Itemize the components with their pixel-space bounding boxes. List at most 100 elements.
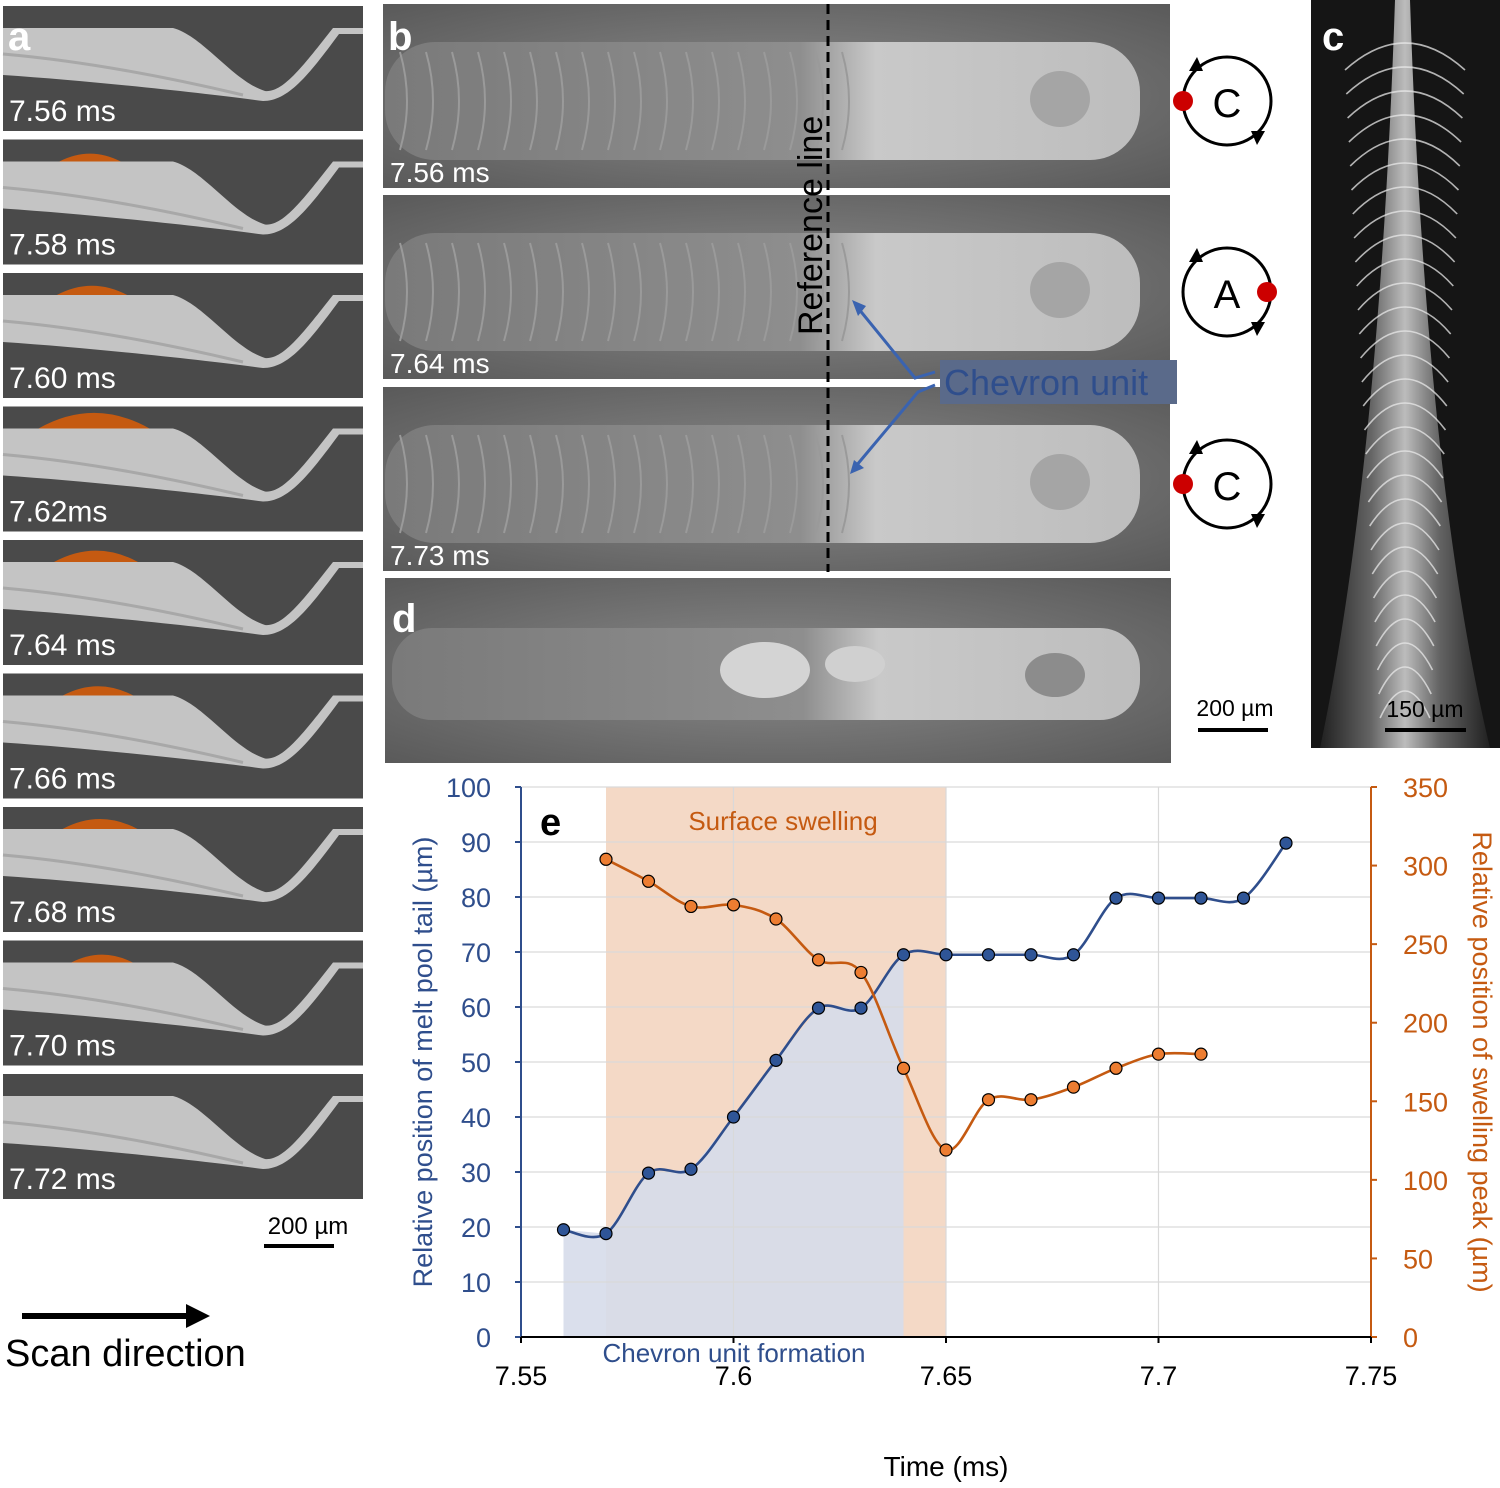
chevron-arc — [1378, 666, 1432, 695]
cycle-state-label: C — [1213, 82, 1242, 126]
panel-e-label: e — [540, 802, 561, 844]
x-tick-label: 7.65 — [920, 1361, 973, 1391]
chevron-ripple — [841, 51, 850, 151]
swelling-highlight — [62, 819, 138, 829]
cycle-arrow-down — [1251, 322, 1265, 336]
y-right-tick-label: 0 — [1403, 1323, 1418, 1353]
swelling-highlight — [59, 153, 121, 162]
melt-pool-tail-point — [684, 1162, 698, 1176]
chevron-ripple — [815, 242, 824, 342]
fusion-boundary — [2, 987, 244, 1031]
panel-c-scale-label: 150 µm — [1386, 696, 1463, 722]
chevron-ripple — [763, 434, 772, 534]
chevron-ripple — [555, 434, 564, 534]
cycle-state-label: C — [1213, 465, 1242, 509]
frame-time-label: 7.66 ms — [9, 763, 116, 796]
y-right-tick-label: 100 — [1403, 1166, 1448, 1196]
swelling-highlight — [71, 954, 133, 963]
annotation-chevron-formation: Chevron unit formation — [602, 1338, 865, 1368]
chevron-ripple — [503, 242, 512, 342]
x-tick-label: 7.75 — [1345, 1361, 1398, 1391]
chevron-arc — [1369, 498, 1441, 527]
chevron-ripple — [685, 434, 694, 534]
panel-b-frame: 7.64 ms A — [383, 195, 1277, 379]
chevron-ripple — [451, 434, 460, 534]
fusion-boundary — [2, 1120, 244, 1165]
fusion-boundary — [2, 52, 244, 97]
chevron-arc — [1347, 90, 1463, 119]
y-left-tick-label: 20 — [461, 1213, 491, 1243]
melt-pool-tail-point — [769, 1053, 783, 1067]
chevron-arc — [1363, 402, 1447, 431]
y-right-tick-label: 350 — [1403, 773, 1448, 803]
panel-c-arcs — [1344, 42, 1466, 719]
chart-series — [556, 836, 1293, 1241]
chevron-pointer-top-head — [852, 300, 866, 316]
annotation-surface-swelling: Surface swelling — [688, 806, 877, 836]
chevron-ripple — [451, 242, 460, 342]
melt-pool-center — [1030, 262, 1090, 318]
chevron-ripple — [607, 242, 616, 342]
swelling-highlight — [54, 550, 138, 562]
chevron-arc — [1349, 138, 1461, 167]
cycle-arrow-down — [1251, 131, 1265, 145]
melt-track — [385, 42, 1140, 160]
chevron-arc — [1370, 522, 1440, 551]
chevron-ripple — [529, 242, 538, 342]
swelling-highlight — [62, 686, 134, 696]
chevron-arc — [1361, 354, 1449, 383]
swelling-highlight — [56, 285, 128, 295]
chevron-ripple — [529, 51, 538, 151]
chevron-arc — [1350, 162, 1460, 191]
cycle-arrow-up — [1189, 57, 1203, 71]
chevron-ripple — [477, 434, 486, 534]
y-left-tick-label: 50 — [461, 1048, 491, 1078]
frame-time-label: 7.64 ms — [9, 629, 116, 662]
swelling-peak-point — [641, 874, 656, 888]
chevron-ripple — [763, 51, 772, 151]
chevron-ripple — [685, 242, 694, 342]
chevron-ripple — [451, 51, 460, 151]
panel-b-label: b — [388, 15, 412, 59]
swelling-peak-point — [684, 899, 698, 914]
chart-axes: 0 10 20 30 40 50 60 70 80 90 100 0 50 100 150 200 250 300… — [446, 773, 1448, 1391]
panel-c-track — [1320, 0, 1490, 748]
panel-a-frame: 7.68 ms — [2, 807, 363, 932]
chevron-ripple — [659, 51, 668, 151]
x-tick-label: 7.6 — [715, 1361, 753, 1391]
y-right-tick-label: 300 — [1403, 852, 1448, 882]
chevron-arc — [1344, 42, 1466, 71]
panel-a-frame: 7.66 ms — [2, 673, 363, 799]
melt-pool-tail-point — [854, 1001, 868, 1015]
chevron-arc — [1359, 330, 1451, 359]
fusion-boundary — [2, 720, 244, 764]
panel-b-frame: 7.56 ms C — [383, 4, 1273, 188]
y-axis-left-title: Relative position of melt pool tail (µm) — [408, 837, 438, 1288]
chevron-ripple — [789, 242, 798, 342]
melt-pool-tail-point — [1151, 891, 1166, 905]
frame-separator — [383, 188, 1173, 195]
chevron-ripple — [555, 51, 564, 151]
panel-a: 7.56 ms 7.58 ms 7.60 ms 7.62ms 7.64 ms 7.66 m… — [2, 6, 363, 1199]
panel-a-frame: 7.64 ms — [2, 540, 363, 665]
chevron-arc — [1366, 450, 1444, 479]
swelling-peak-point — [896, 1061, 911, 1075]
melt-pool-center — [1030, 454, 1090, 510]
chevron-ripple — [711, 434, 720, 534]
chevron-ripple — [711, 242, 720, 342]
cycle-arrow-up — [1189, 248, 1203, 262]
panel-a-frame: 7.70 ms — [2, 940, 363, 1066]
y-left-tick-label: 30 — [461, 1158, 491, 1188]
frame-time-label: 7.62ms — [9, 496, 107, 529]
chevron-ripple — [711, 51, 720, 151]
chevron-ripple — [425, 434, 434, 534]
chevron-arc — [1348, 114, 1462, 143]
y-right-tick-label: 200 — [1403, 1009, 1448, 1039]
cycle-arrow-up — [1189, 440, 1203, 454]
chevron-arc — [1376, 642, 1434, 671]
panel-c-label: c — [1322, 15, 1344, 59]
cycle-diagram: A — [1181, 246, 1277, 338]
y-left-tick-label: 80 — [461, 883, 491, 913]
panel-b-frame: 7.73 ms C — [383, 387, 1273, 571]
chevron-label-box — [940, 360, 1177, 404]
